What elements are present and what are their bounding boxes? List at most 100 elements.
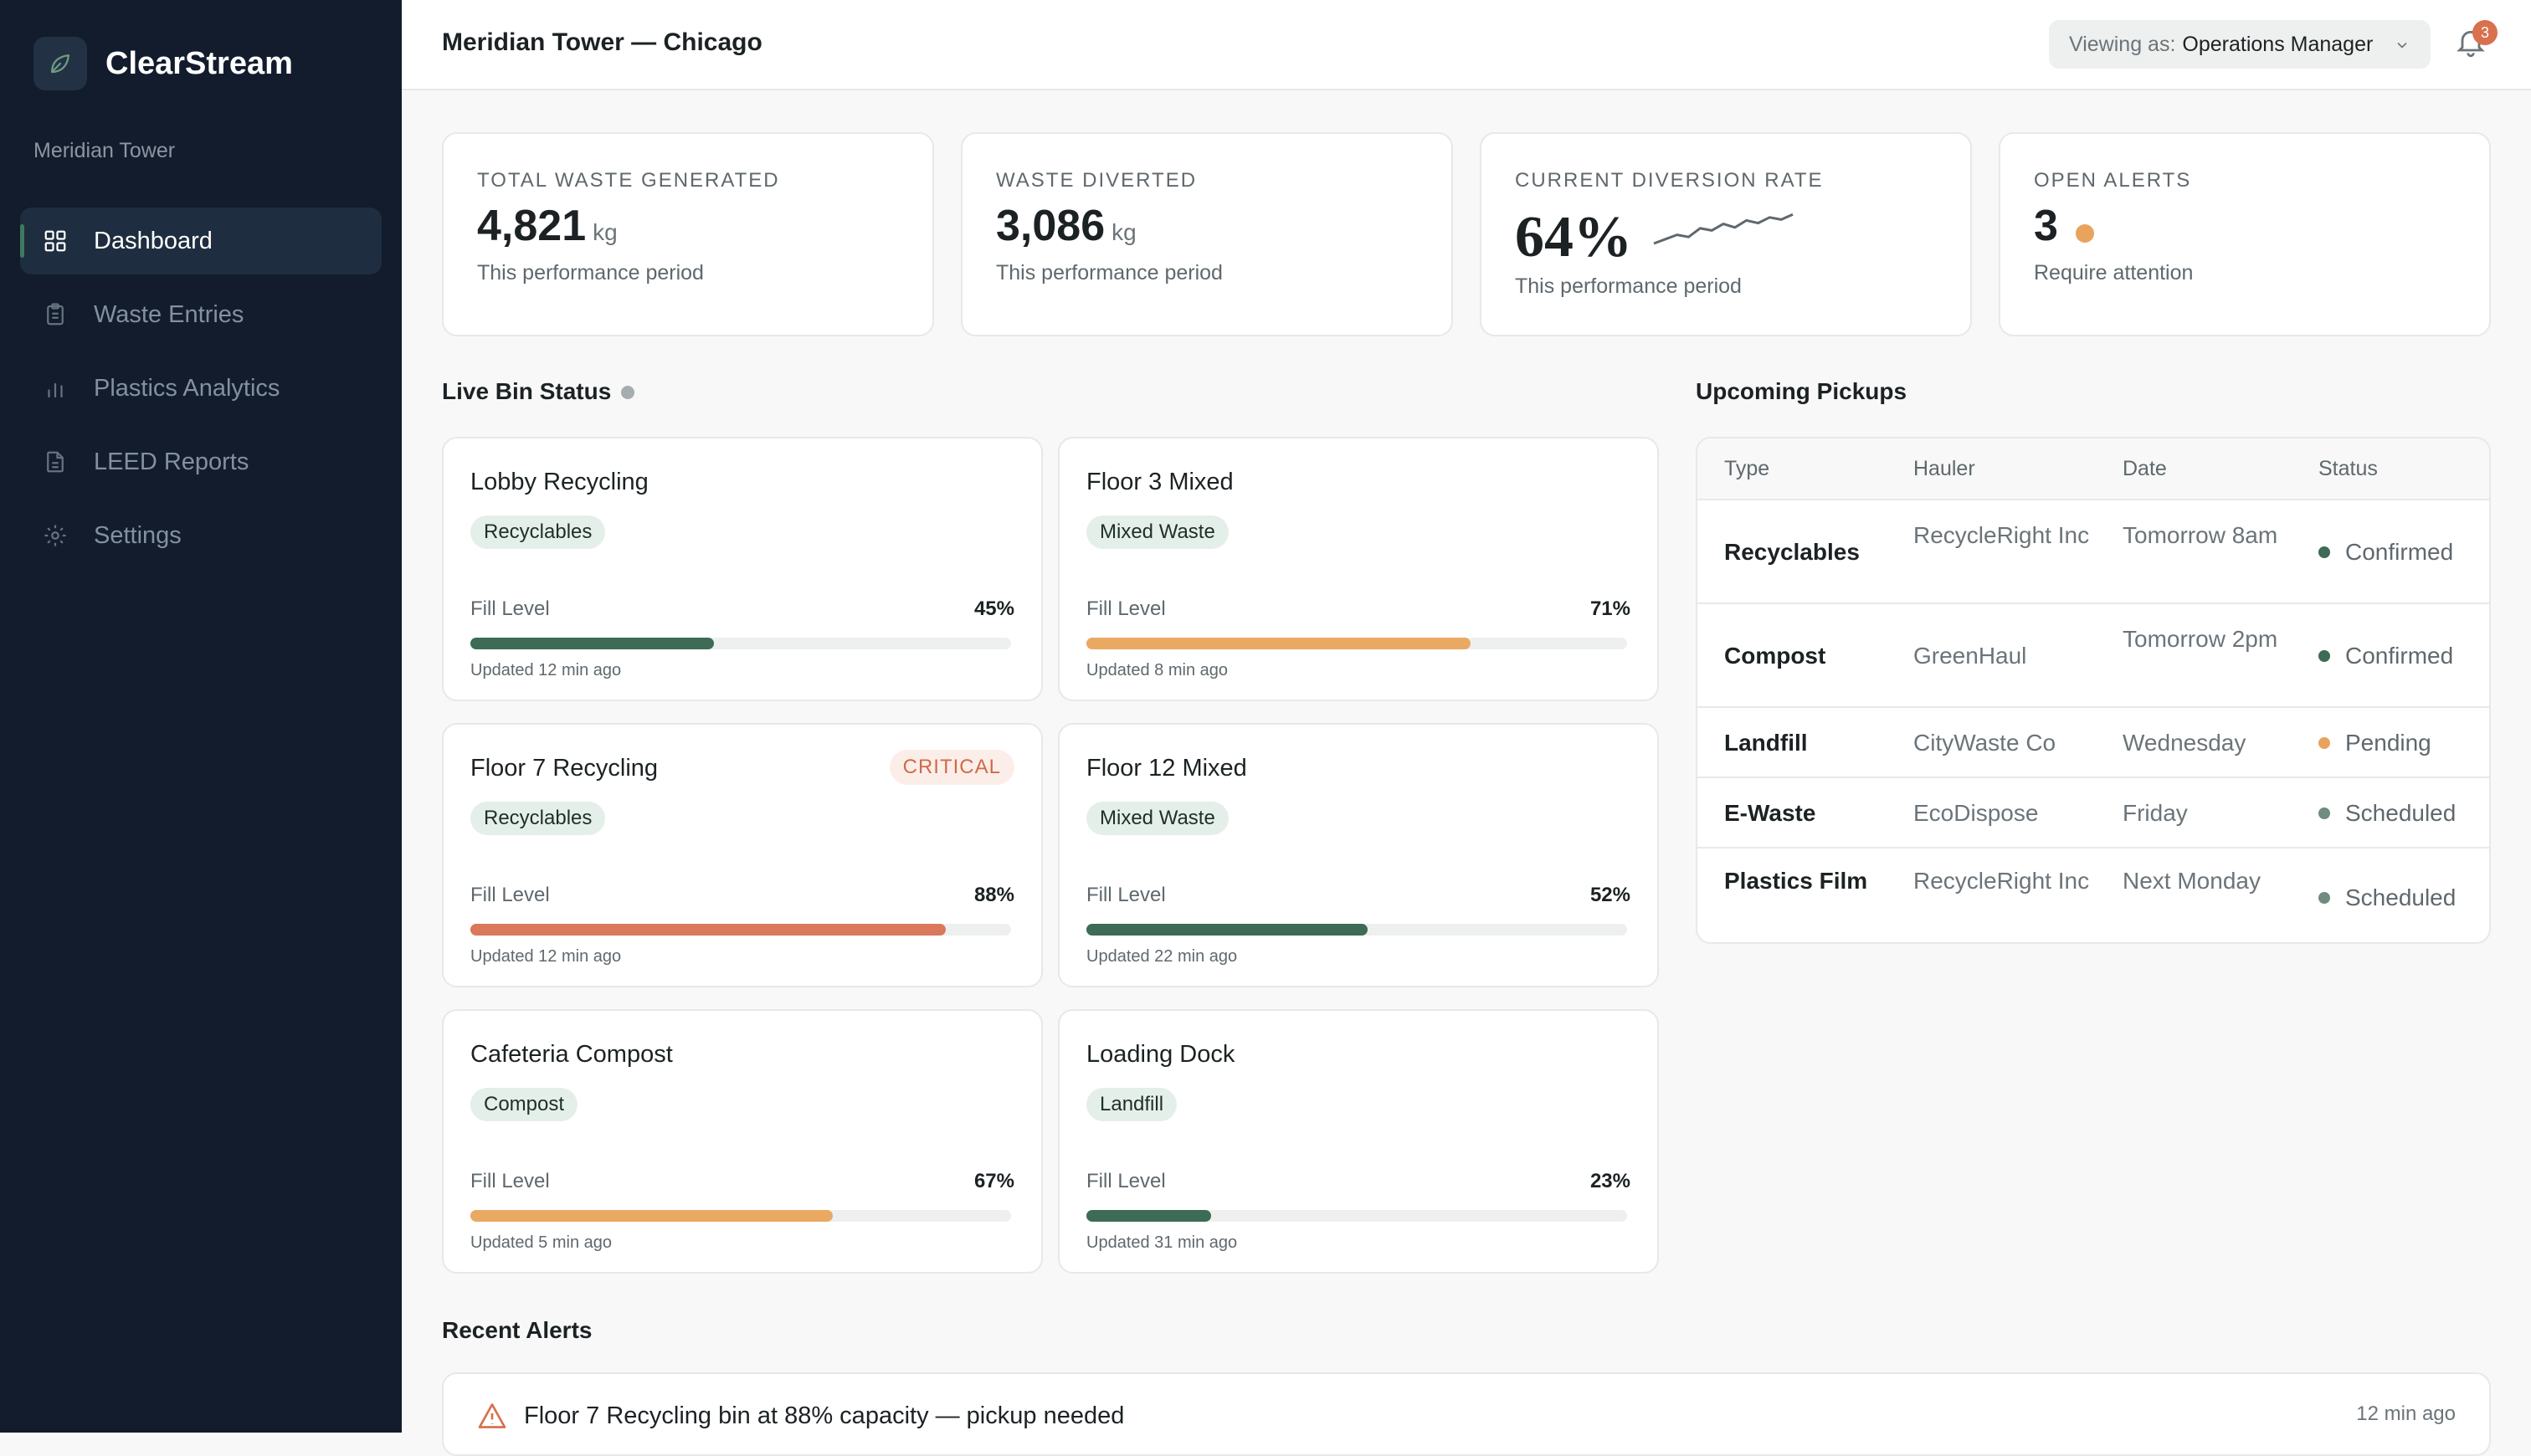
app-name: ClearStream bbox=[105, 45, 293, 81]
alert-time: 12 min ago bbox=[2356, 1402, 2456, 1425]
bin-name: Cafeteria Compost bbox=[470, 1041, 673, 1068]
fill-level-bar bbox=[470, 1210, 833, 1222]
fill-level-bar bbox=[1086, 924, 1368, 936]
stat-card-waste-diverted: WASTE DIVERTED 3,086 kg This performance… bbox=[961, 132, 1453, 336]
brand[interactable]: ClearStream bbox=[33, 37, 293, 90]
fill-level-percent: 45% bbox=[973, 597, 1014, 620]
stat-card-diversion-rate: CURRENT DIVERSION RATE 64% This performa… bbox=[1480, 132, 1972, 336]
alert-item[interactable]: Floor 7 Recycling bin at 88% capacity — … bbox=[442, 1372, 2491, 1456]
pickup-status: Pending bbox=[2318, 726, 2431, 760]
bin-type-tag: Compost bbox=[470, 1088, 578, 1121]
bin-card[interactable]: Floor 3 Mixed Mixed Waste Fill Level 71% Upd… bbox=[1058, 437, 1659, 701]
live-bin-status-title: Live Bin Status bbox=[442, 378, 612, 404]
bin-type-tag: Recyclables bbox=[470, 802, 606, 835]
sidebar: ClearStream Meridian Tower Dashboard Was… bbox=[0, 0, 402, 1433]
alert-indicator-dot bbox=[2076, 224, 2094, 243]
fill-level-bar bbox=[470, 924, 947, 936]
recent-alerts-title: Recent Alerts bbox=[442, 1317, 593, 1343]
fill-level-label: Fill Level bbox=[1086, 1170, 1166, 1192]
sidebar-item-dashboard[interactable]: Dashboard bbox=[20, 208, 382, 274]
notification-badge: 3 bbox=[2472, 20, 2498, 45]
diversion-sparkline bbox=[1653, 213, 1794, 245]
fill-level-bar bbox=[1086, 1210, 1211, 1222]
status-label: Scheduled bbox=[2345, 884, 2457, 910]
bin-updated-time: Updated 8 min ago bbox=[1086, 661, 1229, 679]
pickup-type: Plastics Film bbox=[1724, 868, 1868, 894]
stat-number: 4,821 bbox=[477, 202, 587, 250]
stat-number: 64% bbox=[1515, 205, 1632, 269]
stat-value: 3,086 kg bbox=[996, 201, 1137, 251]
bin-name: Floor 3 Mixed bbox=[1086, 469, 1234, 495]
sidebar-item-waste-entries[interactable]: Waste Entries bbox=[20, 281, 382, 348]
pickup-date: Tomorrow 8am bbox=[2123, 522, 2278, 548]
bin-card[interactable]: Cafeteria Compost Compost Fill Level 67% Upd… bbox=[442, 1009, 1043, 1274]
fill-level-percent: 67% bbox=[973, 1170, 1014, 1192]
table-row[interactable]: Plastics Film RecycleRight Inc Next Monday… bbox=[1697, 848, 2489, 942]
bin-type-tag: Mixed Waste bbox=[1086, 802, 1229, 835]
bin-card[interactable]: Floor 12 Mixed Mixed Waste Fill Level 52% Up… bbox=[1058, 723, 1659, 987]
pickup-status: Scheduled bbox=[2318, 881, 2456, 915]
stat-subtitle: This performance period bbox=[1515, 274, 1742, 298]
fill-level-bar bbox=[1086, 638, 1471, 649]
fill-level-label: Fill Level bbox=[1086, 597, 1166, 620]
stat-label: CURRENT DIVERSION RATE bbox=[1515, 169, 1824, 192]
status-dot bbox=[2318, 807, 2330, 819]
column-header-type: Type bbox=[1724, 457, 1770, 480]
pickup-status: Confirmed bbox=[2318, 639, 2453, 673]
status-dot bbox=[2318, 892, 2330, 904]
fill-level-track bbox=[470, 638, 1011, 649]
bin-card[interactable]: Loading Dock Landfill Fill Level 23% Updated… bbox=[1058, 1009, 1659, 1274]
stat-unit: kg bbox=[1111, 219, 1137, 245]
grid-icon bbox=[40, 226, 70, 256]
stat-number: 3,086 bbox=[996, 202, 1106, 250]
pickup-type: Recyclables bbox=[1724, 539, 1860, 565]
sidebar-item-label: LEED Reports bbox=[94, 448, 249, 475]
bin-card[interactable]: Lobby Recycling Recyclables Fill Level 45% U… bbox=[442, 437, 1043, 701]
fill-level-track bbox=[470, 1210, 1011, 1222]
sidebar-item-label: Dashboard bbox=[94, 227, 213, 254]
table-row[interactable]: E-Waste EcoDispose Friday Scheduled bbox=[1697, 778, 2489, 848]
pickup-hauler: RecycleRight Inc bbox=[1913, 522, 2090, 548]
sidebar-item-label: Settings bbox=[94, 521, 182, 549]
pickup-date: Friday bbox=[2123, 800, 2188, 826]
bin-name: Floor 7 Recycling bbox=[470, 755, 659, 782]
column-header-status: Status bbox=[2318, 457, 2378, 480]
org-name: Meridian Tower bbox=[33, 139, 176, 162]
fill-level-bar bbox=[470, 638, 714, 649]
pickup-status: Confirmed bbox=[2318, 536, 2453, 569]
sidebar-item-label: Waste Entries bbox=[94, 300, 244, 328]
fill-level-label: Fill Level bbox=[470, 1170, 550, 1192]
bin-name: Floor 12 Mixed bbox=[1086, 755, 1247, 782]
sidebar-item-plastics-analytics[interactable]: Plastics Analytics bbox=[20, 355, 382, 422]
sidebar-item-label: Plastics Analytics bbox=[94, 374, 280, 402]
stat-label: WASTE DIVERTED bbox=[996, 169, 1198, 192]
column-header-hauler: Hauler bbox=[1913, 457, 1975, 480]
status-dot bbox=[2318, 737, 2330, 749]
stat-unit: kg bbox=[593, 219, 618, 245]
table-row[interactable]: Recyclables RecycleRight Inc Tomorrow 8am C… bbox=[1697, 500, 2489, 604]
stat-card-open-alerts[interactable]: OPEN ALERTS 3 Require attention bbox=[1999, 132, 2491, 336]
table-row[interactable]: Compost GreenHaul Tomorrow 2pm Confirmed bbox=[1697, 604, 2489, 708]
fill-level-track bbox=[470, 924, 1011, 936]
fill-level-track bbox=[1086, 1210, 1627, 1222]
bin-card[interactable]: Floor 7 Recycling Recyclables CRITICAL Fill… bbox=[442, 723, 1043, 987]
fill-level-track bbox=[1086, 638, 1627, 649]
status-label: Confirmed bbox=[2345, 539, 2454, 565]
pickup-hauler: GreenHaul bbox=[1913, 643, 2027, 669]
table-header: Type Hauler Date Status bbox=[1697, 438, 2489, 500]
bin-updated-time: Updated 12 min ago bbox=[470, 661, 622, 679]
sidebar-item-leed-reports[interactable]: LEED Reports bbox=[20, 428, 382, 495]
upcoming-pickups-title: Upcoming Pickups bbox=[1696, 378, 1907, 404]
bin-type-tag: Landfill bbox=[1086, 1088, 1178, 1121]
clipboard-icon bbox=[40, 300, 70, 330]
table-row[interactable]: Landfill CityWaste Co Wednesday Pending bbox=[1697, 708, 2489, 778]
critical-badge: CRITICAL bbox=[889, 750, 1014, 785]
pickup-hauler: RecycleRight Inc bbox=[1913, 868, 2090, 894]
leaf-icon bbox=[33, 37, 87, 90]
stat-subtitle: This performance period bbox=[477, 261, 704, 285]
role-selector[interactable]: Viewing as: Operations Manager bbox=[2049, 20, 2431, 69]
bin-name: Loading Dock bbox=[1086, 1041, 1235, 1068]
sidebar-item-settings[interactable]: Settings bbox=[20, 502, 382, 569]
bin-updated-time: Updated 5 min ago bbox=[470, 1233, 613, 1252]
stat-subtitle: Require attention bbox=[2034, 261, 2194, 285]
